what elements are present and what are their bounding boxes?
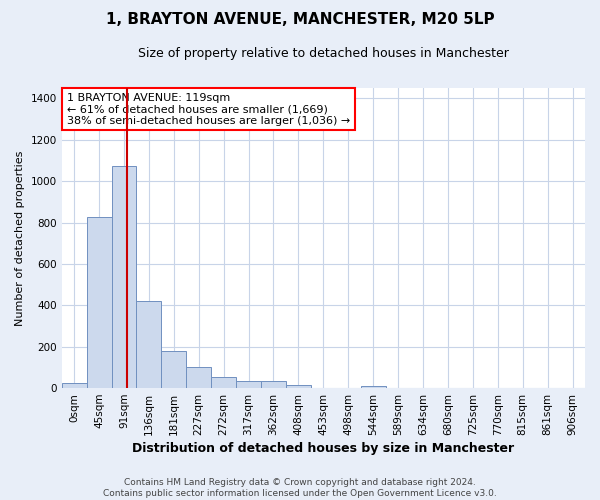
Bar	[261, 381, 286, 388]
Text: Contains HM Land Registry data © Crown copyright and database right 2024.
Contai: Contains HM Land Registry data © Crown c…	[103, 478, 497, 498]
Bar	[286, 385, 311, 388]
Bar	[211, 376, 236, 388]
Bar	[236, 381, 261, 388]
X-axis label: Distribution of detached houses by size in Manchester: Distribution of detached houses by size …	[132, 442, 514, 455]
Bar	[361, 386, 386, 388]
Text: 1, BRAYTON AVENUE, MANCHESTER, M20 5LP: 1, BRAYTON AVENUE, MANCHESTER, M20 5LP	[106, 12, 494, 28]
Y-axis label: Number of detached properties: Number of detached properties	[15, 150, 25, 326]
Text: 1 BRAYTON AVENUE: 119sqm
← 61% of detached houses are smaller (1,669)
38% of sem: 1 BRAYTON AVENUE: 119sqm ← 61% of detach…	[67, 92, 350, 126]
Bar	[161, 351, 186, 388]
Bar	[186, 368, 211, 388]
Bar	[112, 166, 136, 388]
Title: Size of property relative to detached houses in Manchester: Size of property relative to detached ho…	[138, 48, 509, 60]
Bar	[86, 218, 112, 388]
Bar	[136, 301, 161, 388]
Bar	[62, 383, 86, 388]
